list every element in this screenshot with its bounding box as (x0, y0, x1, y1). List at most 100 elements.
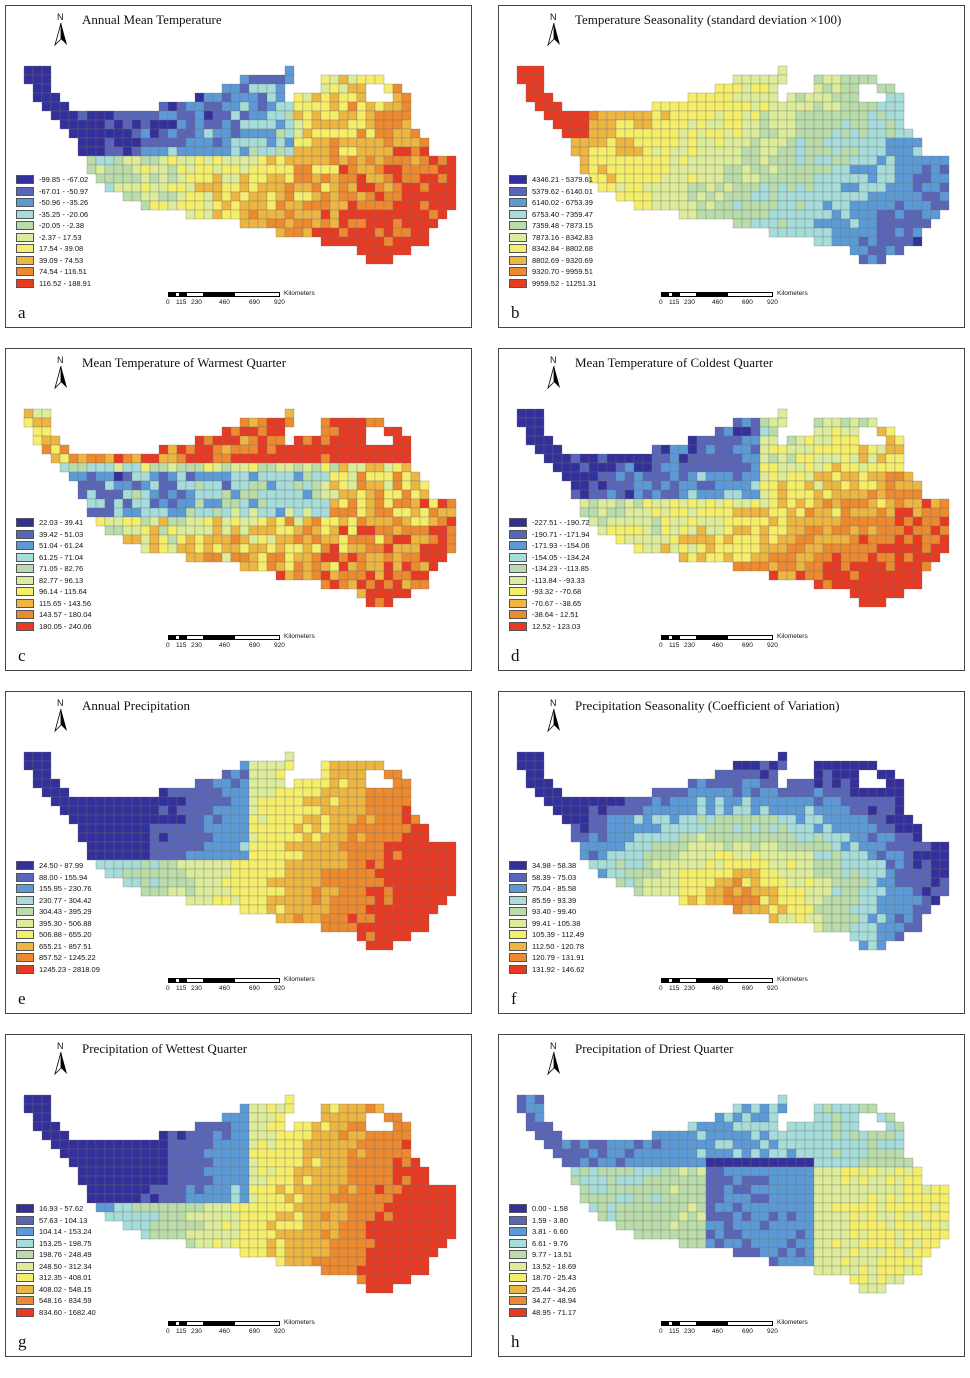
grid-cell (230, 471, 241, 482)
grid-cell (419, 579, 430, 590)
grid-cell (356, 579, 367, 590)
grid-cell (410, 579, 421, 590)
grid-cell (410, 1220, 421, 1231)
grid-cell (338, 895, 349, 906)
grid-cell (275, 1229, 286, 1240)
grid-cell (633, 498, 644, 509)
grid-cell (302, 787, 313, 798)
grid-cell (356, 895, 367, 906)
grid-cell (302, 516, 313, 527)
grid-cell (606, 516, 617, 527)
grid-cell (284, 805, 295, 816)
grid-cell (239, 1193, 250, 1204)
grid-cell (858, 218, 869, 229)
grid-cell (419, 489, 430, 500)
grid-cell (284, 868, 295, 879)
grid-cell (77, 796, 88, 807)
grid-cell (212, 1157, 223, 1168)
grid-cell (374, 570, 385, 581)
grid-cell (338, 1112, 349, 1123)
grid-cell (284, 877, 295, 888)
grid-cell (570, 480, 581, 491)
grid-cell (347, 868, 358, 879)
grid-cell (705, 480, 716, 491)
grid-cell (678, 498, 689, 509)
grid-cell (383, 877, 394, 888)
grid-cell (158, 1202, 169, 1213)
grid-cell (903, 507, 914, 518)
grid-cell (543, 1121, 554, 1132)
grid-cell (428, 525, 439, 536)
grid-cell (579, 110, 590, 121)
grid-cell (660, 805, 671, 816)
grid-cell (122, 164, 133, 175)
grid-cell (374, 597, 385, 608)
grid-cell (356, 868, 367, 879)
north-label: N (57, 355, 64, 365)
grid-cell (329, 1130, 340, 1141)
grid-cell (876, 940, 887, 951)
grid-cell (383, 805, 394, 816)
grid-cell (840, 236, 851, 247)
grid-cell (768, 110, 779, 121)
grid-cell (86, 805, 97, 816)
legend-swatch (16, 587, 34, 597)
grid-cell (419, 209, 430, 220)
grid-cell (723, 146, 734, 157)
grid-cell (552, 119, 563, 130)
grid-cell (876, 579, 887, 590)
grid-cell (392, 931, 403, 942)
grid-cell (347, 119, 358, 130)
grid-cell (804, 146, 815, 157)
grid-cell (401, 92, 412, 103)
grid-cell (777, 561, 788, 572)
grid-cell (257, 832, 268, 843)
grid-cell (804, 841, 815, 852)
grid-cell (410, 128, 421, 139)
grid-cell (651, 1148, 662, 1159)
grid-cell (867, 516, 878, 527)
grid-cell (642, 498, 653, 509)
grid-cell (401, 137, 412, 148)
grid-cell (320, 1166, 331, 1177)
grid-cell (669, 516, 680, 527)
legend-label: 9959.52 - 11251.31 (532, 278, 597, 288)
grid-cell (633, 182, 644, 193)
grid-cell (311, 471, 322, 482)
grid-cell (428, 543, 439, 554)
grid-cell (903, 895, 914, 906)
grid-cell (939, 155, 950, 166)
grid-cell (365, 1202, 376, 1213)
grid-cell (624, 155, 635, 166)
grid-cell (633, 146, 644, 157)
grid-cell (759, 516, 770, 527)
scale-segment (204, 635, 234, 640)
grid-cell (320, 191, 331, 202)
panel-letter: e (18, 989, 26, 1008)
grid-cell (831, 137, 842, 148)
grid-cell (122, 1211, 133, 1222)
grid-cell (750, 760, 761, 771)
grid-cell (329, 886, 340, 897)
grid-cell (275, 552, 286, 563)
grid-cell (624, 489, 635, 500)
grid-cell (606, 1175, 617, 1186)
grid-cell (813, 498, 824, 509)
grid-cell (876, 895, 887, 906)
grid-cell (867, 525, 878, 536)
grid-cell (176, 1184, 187, 1195)
legend-swatch (509, 244, 527, 254)
grid-cell (122, 110, 133, 121)
grid-cell (293, 92, 304, 103)
grid-cell (525, 1121, 536, 1132)
grid-cell (194, 164, 205, 175)
grid-cell (392, 859, 403, 870)
grid-cell (113, 1166, 124, 1177)
scale-tick-label: 115 (176, 985, 187, 992)
grid-cell (687, 507, 698, 518)
grid-cell (176, 1193, 187, 1204)
legend-swatch (16, 964, 34, 974)
grid-cell (579, 1175, 590, 1186)
grid-cell (284, 227, 295, 238)
grid-cell (365, 913, 376, 924)
